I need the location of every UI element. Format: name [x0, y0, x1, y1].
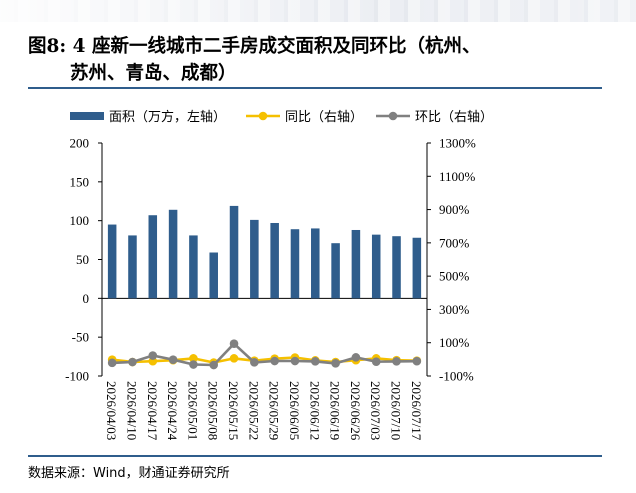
- left-axis-label: 0: [83, 291, 90, 306]
- bar-area: [392, 236, 401, 299]
- title-line-2: 苏州、青岛、成都）: [70, 63, 237, 84]
- bar-area: [311, 228, 320, 299]
- mom-point: [229, 339, 239, 349]
- figure-title: 图8: 4 座新一线城市二手房成交面积及同环比（杭州、 苏州、青岛、成都）: [28, 33, 528, 87]
- x-axis-label: 2026/07/17: [409, 381, 424, 441]
- x-axis-label: 2026/05/15: [226, 381, 241, 440]
- right-axis-label: 1300%: [439, 136, 476, 151]
- bar-area: [331, 243, 340, 299]
- source-rule: [28, 455, 602, 457]
- x-axis-label: 2026/04/24: [165, 381, 180, 441]
- right-axis-label: 100%: [439, 335, 470, 350]
- x-axis-label: 2026/06/05: [287, 381, 302, 440]
- bar-area: [148, 215, 158, 299]
- left-axis-label: -100: [65, 369, 89, 384]
- right-axis-label: 900%: [439, 202, 470, 217]
- x-axis-label: 2026/05/01: [185, 381, 200, 440]
- mom-point: [250, 358, 259, 367]
- right-axis-label: -100%: [439, 369, 474, 384]
- x-axis-label: 2026/07/10: [389, 381, 404, 440]
- bar-area: [290, 229, 300, 299]
- mom-point: [331, 359, 340, 368]
- x-axis-label: 2026/07/03: [368, 381, 383, 440]
- x-axis-label: 2026/04/03: [104, 381, 119, 440]
- legend-label-yoy: 同比（右轴）: [285, 110, 363, 125]
- bar-area: [128, 235, 137, 299]
- bar-area: [209, 252, 218, 299]
- yoy-point: [189, 354, 198, 363]
- mom-line: [112, 342, 417, 367]
- legend-bar-swatch: [70, 112, 104, 120]
- bar-area: [371, 234, 381, 299]
- mom-point: [148, 351, 158, 360]
- x-axis-label: 2026/04/10: [124, 381, 139, 440]
- title-line-1: 图8: 4 座新一线城市二手房成交面积及同环比（杭州、: [28, 36, 481, 57]
- title-rule: [28, 87, 602, 89]
- mom-point: [371, 357, 381, 366]
- mom-point: [290, 356, 300, 366]
- left-axis-label: 150: [70, 174, 90, 189]
- legend-mom-marker: [388, 111, 398, 121]
- yoy-point: [229, 354, 239, 363]
- legend-label-area: 面积（万方，左轴）: [109, 109, 226, 125]
- left-axis-label: 200: [70, 136, 90, 151]
- x-axis-label: 2026/05/08: [206, 381, 221, 440]
- right-axis-label: 500%: [439, 269, 470, 284]
- mom-point: [107, 358, 117, 368]
- legend-yoy-marker: [258, 111, 268, 121]
- mom-point: [351, 353, 361, 362]
- mom-point: [392, 357, 401, 366]
- bar-area: [351, 229, 361, 299]
- mom-point: [189, 360, 198, 369]
- x-axis-label: 2026/06/12: [307, 381, 322, 440]
- bar-area: [229, 205, 239, 299]
- x-axis-label: 2026/04/17: [145, 381, 160, 441]
- right-axis-label: 1100%: [439, 169, 476, 184]
- bar-area: [107, 224, 117, 299]
- bar-area: [189, 235, 198, 299]
- mom-point: [310, 357, 320, 366]
- source-note: 数据来源：Wind，财通证券研究所: [28, 466, 230, 481]
- bar-area: [250, 219, 259, 299]
- bar-area: [168, 209, 178, 299]
- right-axis-label: 300%: [439, 302, 470, 317]
- right-axis-label: 700%: [439, 235, 470, 250]
- mom-point: [168, 355, 178, 364]
- left-axis-label: 100: [70, 213, 90, 228]
- x-axis-label: 2026/05/22: [246, 381, 261, 440]
- mom-point: [128, 357, 137, 367]
- x-axis-label: 2026/06/26: [348, 381, 363, 441]
- legend-label-mom: 环比（右轴）: [415, 110, 493, 125]
- x-axis-label: 2026/05/29: [267, 381, 282, 440]
- x-axis-label: 2026/06/19: [328, 381, 343, 440]
- mom-point: [412, 356, 422, 366]
- header-band: [0, 0, 636, 22]
- left-axis-label: 50: [76, 252, 89, 267]
- bar-area: [270, 222, 279, 299]
- mom-point: [270, 356, 279, 366]
- left-axis-label: -50: [72, 330, 89, 345]
- bar-area: [412, 237, 422, 299]
- mom-point: [209, 360, 219, 370]
